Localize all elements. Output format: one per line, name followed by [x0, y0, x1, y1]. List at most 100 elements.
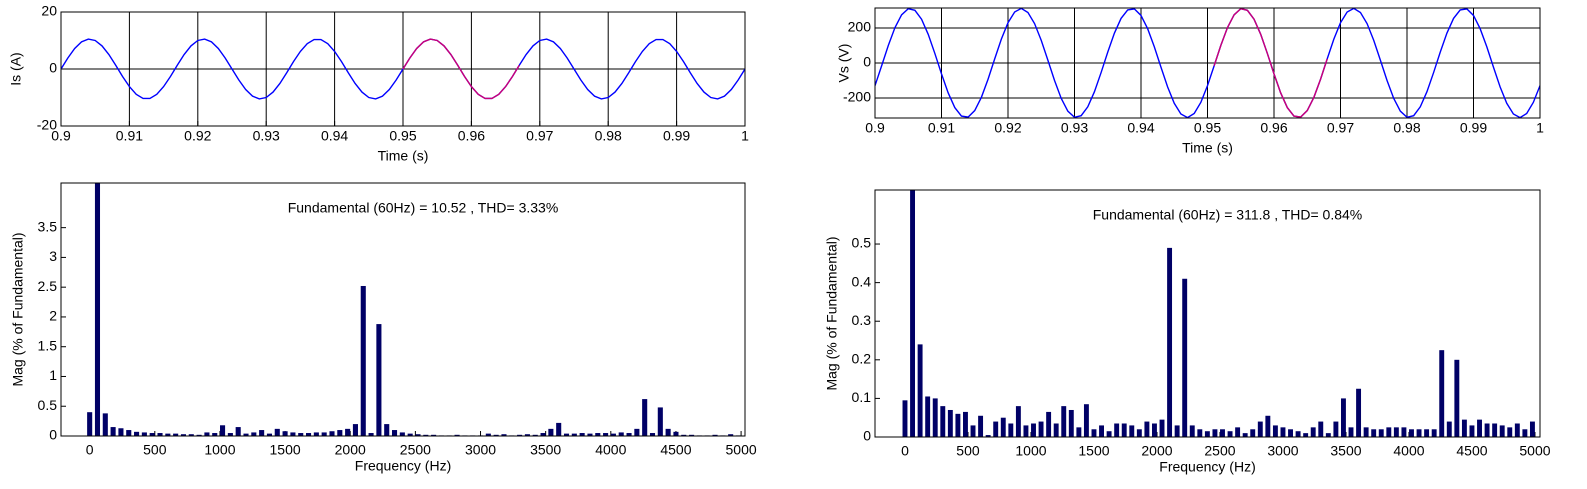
bar	[102, 413, 108, 436]
bar	[1053, 423, 1059, 437]
series-line	[1213, 8, 1328, 118]
bar	[118, 428, 124, 436]
bar	[925, 396, 931, 437]
y-tick-label: 0	[49, 427, 57, 443]
bar	[188, 434, 194, 436]
bar	[563, 433, 570, 436]
bar	[1076, 427, 1082, 437]
bar	[1151, 423, 1157, 437]
bar	[1401, 427, 1407, 437]
bar	[501, 434, 507, 436]
y-tick-label: 0.5	[852, 235, 872, 251]
bar	[345, 428, 351, 436]
bar	[1477, 419, 1482, 437]
x-tick-label: 2500	[400, 442, 431, 458]
bar	[634, 428, 640, 436]
bar	[407, 433, 413, 436]
bar	[1091, 429, 1097, 437]
x-tick-label: 0.97	[1327, 120, 1354, 136]
y-tick-label: 3	[49, 248, 57, 264]
x-tick-label: 0.96	[1260, 120, 1287, 136]
x-tick-label: 1500	[1078, 443, 1109, 459]
y-tick-label: -200	[843, 89, 871, 105]
bar	[1235, 427, 1241, 437]
bar	[321, 432, 327, 436]
bar	[532, 434, 538, 436]
bar	[657, 407, 663, 436]
bar	[266, 433, 272, 436]
bar	[517, 434, 523, 436]
bar	[1061, 406, 1067, 437]
bar	[902, 400, 908, 437]
bar	[1295, 431, 1301, 437]
x-tick-label: 0.9	[51, 128, 71, 144]
bar	[1386, 427, 1392, 437]
bar	[1000, 417, 1006, 437]
bar	[1393, 427, 1399, 437]
bar	[134, 431, 140, 436]
y-tick-label: 20	[41, 3, 57, 19]
bar	[141, 432, 147, 436]
bar	[1159, 419, 1165, 437]
bar	[1189, 425, 1195, 437]
bar	[1106, 431, 1112, 437]
bar	[1439, 350, 1445, 437]
bar	[376, 324, 382, 436]
bar	[243, 433, 249, 436]
bar	[1031, 423, 1036, 437]
x-tick-label: 5000	[726, 442, 757, 458]
bar	[157, 433, 163, 436]
bar	[368, 433, 374, 436]
plot-frame	[874, 7, 1541, 119]
bar	[1099, 425, 1104, 437]
x-tick-label: 0.94	[1127, 120, 1154, 136]
bar	[1514, 423, 1520, 437]
y-tick-label: 2.5	[38, 278, 58, 294]
x-tick-label: 500	[956, 443, 980, 459]
bar	[955, 413, 961, 437]
bar	[87, 412, 93, 436]
y-axis-label: Is (A)	[8, 52, 24, 85]
bar	[259, 430, 265, 436]
bar	[384, 424, 390, 436]
bar	[1280, 427, 1286, 437]
bar	[978, 415, 984, 437]
y-axis-label: Vs (V)	[836, 44, 852, 83]
y-tick-label: 200	[848, 19, 872, 35]
bar	[1197, 429, 1203, 437]
bar	[180, 434, 187, 436]
x-tick-label: 0.98	[595, 128, 622, 144]
y-axis-label: Mag (% of Fundamental)	[10, 232, 26, 386]
x-tick-label: 3500	[1330, 443, 1361, 459]
bar	[610, 433, 616, 436]
series-line	[875, 8, 1540, 118]
bar	[932, 398, 938, 437]
bar	[337, 430, 343, 436]
y-tick-label: 0.5	[38, 397, 58, 413]
bar	[1431, 429, 1437, 437]
y-tick-label: 0.3	[852, 312, 872, 328]
y-tick-label: 0	[863, 54, 871, 70]
bar	[298, 433, 304, 436]
bar	[1371, 429, 1377, 437]
bar	[1454, 359, 1460, 437]
bar	[126, 430, 132, 436]
bar	[618, 432, 624, 436]
bar	[1288, 429, 1293, 437]
bar	[540, 433, 546, 436]
x-tick-label: 1500	[270, 442, 301, 458]
bar	[1348, 427, 1354, 437]
bar	[524, 434, 530, 436]
subplot: 0.9 0.91 0.92 0.93 0.94 0.95 0.96 0.97 0.98 0.99 1…	[836, 7, 1544, 156]
bar	[1046, 411, 1052, 437]
bar	[173, 433, 179, 436]
series-line	[402, 38, 520, 100]
bar	[485, 433, 491, 436]
x-tick-label: 2000	[335, 442, 366, 458]
bar	[548, 428, 554, 436]
x-tick-label: 1000	[1015, 443, 1046, 459]
bar	[352, 424, 358, 436]
bar	[360, 285, 366, 436]
x-tick-label: 4000	[595, 442, 626, 458]
y-tick-label: -20	[37, 117, 57, 133]
